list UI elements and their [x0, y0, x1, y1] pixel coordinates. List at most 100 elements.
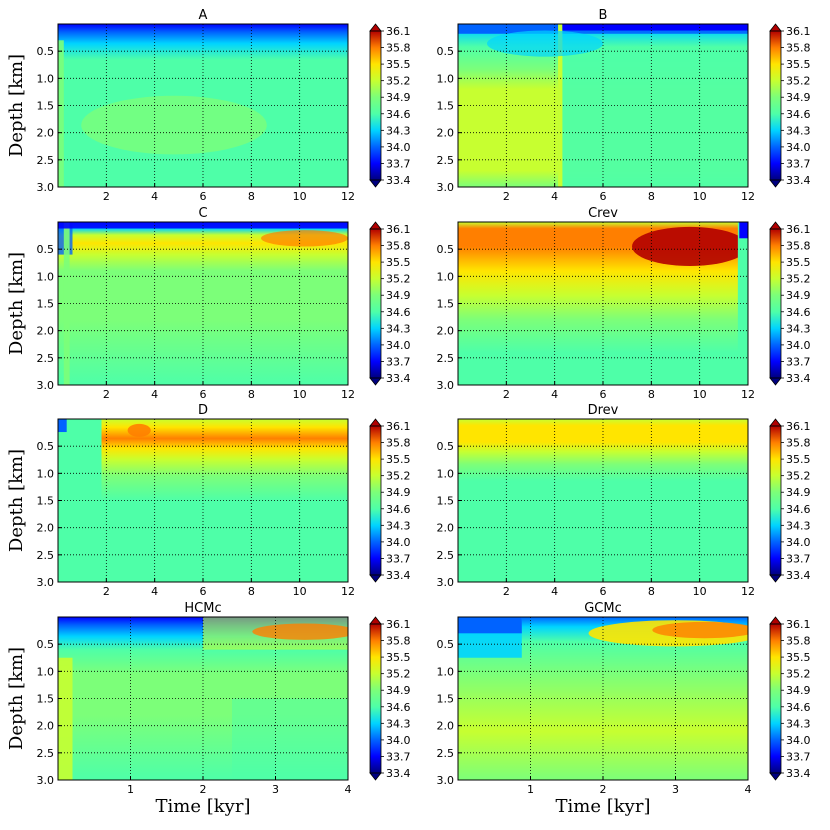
colorbar-frame — [369, 228, 382, 379]
colorbar-tick-label: 34.0 — [786, 734, 811, 747]
colorbar-tick-label: 34.9 — [386, 91, 411, 104]
colorbar-extend-bottom — [769, 574, 782, 583]
colorbar-tick-label: 35.8 — [386, 635, 411, 648]
x-tick-label: 10 — [293, 190, 307, 203]
colorbar-tick-label: 35.8 — [786, 437, 811, 450]
colorbar-tick-label: 35.8 — [786, 240, 811, 253]
colorbar-tick-label: 33.7 — [386, 157, 411, 170]
y-tick-label: 3.0 — [37, 576, 55, 589]
y-tick-label: 0.5 — [37, 440, 55, 453]
colorbar-extend-bottom — [769, 772, 782, 781]
colorbar-tick-label: 35.5 — [786, 651, 811, 664]
heatmap-patch — [58, 657, 73, 780]
colorbar: 36.1 35.8 35.5 35.2 34.9 34.6 34.3 34.0 33.7 33.4 — [369, 221, 411, 386]
heatmap-patch — [739, 222, 748, 239]
y-tick-label: 3.0 — [37, 774, 55, 787]
colorbar-tick-label: 33.4 — [786, 767, 811, 780]
y-tick-label: 1.0 — [37, 72, 55, 85]
y-tick-label: 3.0 — [437, 181, 455, 194]
colorbar: 36.1 35.8 35.5 35.2 34.9 34.6 34.3 34.0 33.7 33.4 — [369, 616, 411, 781]
x-tick-label: 8 — [648, 388, 655, 401]
x-tick-label: 6 — [600, 190, 607, 203]
panel-hcmc: HCMc 1 2 3 4 0.5 1.0 1.5 2.0 2.5 3.0 Depth [km] 36.1… — [6, 601, 411, 796]
xlabel-left: Time [kyr] — [156, 796, 251, 817]
x-tick-label: 6 — [200, 190, 207, 203]
colorbar-tick-label: 33.7 — [786, 750, 811, 763]
colorbar-frame — [369, 30, 382, 181]
x-tick-label: 4 — [151, 388, 158, 401]
x-tick-label: 4 — [551, 190, 558, 203]
colorbar-gradient — [370, 31, 381, 180]
y-tick-label: 1.0 — [437, 270, 455, 283]
x-tick-label: 12 — [341, 190, 355, 203]
colorbar-tick-label: 34.3 — [386, 717, 411, 730]
x-tick-label: 8 — [648, 190, 655, 203]
x-tick-label: 3 — [672, 783, 679, 796]
colorbar-tick-label: 34.9 — [786, 91, 811, 104]
colorbar-tick-label: 36.1 — [786, 618, 811, 631]
colorbar-tick-label: 34.6 — [786, 306, 811, 319]
colorbar-tick-label: 34.6 — [386, 108, 411, 121]
x-tick-label: 10 — [293, 585, 307, 598]
heatmap-patch — [58, 40, 64, 187]
colorbar-gradient — [770, 31, 781, 180]
colorbar-tick-label: 34.3 — [386, 124, 411, 137]
panel-b: B2 4 6 8 10 120.51.01.52.02.53.036.135.835.53… — [437, 8, 811, 203]
colorbar-tick-label: 34.0 — [786, 339, 811, 352]
colorbar-tick-label: 34.0 — [786, 536, 811, 549]
colorbar-tick-label: 35.5 — [786, 453, 811, 466]
colorbar-frame — [769, 623, 782, 774]
x-tick-label: 2 — [103, 388, 110, 401]
y-tick-label: 1.0 — [437, 72, 455, 85]
colorbar-tick-label: 35.2 — [386, 470, 411, 483]
x-tick-label: 8 — [248, 190, 255, 203]
y-tick-label: 3.0 — [437, 379, 455, 392]
colorbar: 36.1 35.8 35.5 35.2 34.9 34.6 34.3 34.0 33.7 33.4 — [769, 616, 811, 781]
y-tick-label: 3.0 — [437, 576, 455, 589]
colorbar-tick-label: 34.6 — [386, 503, 411, 516]
panel-drev: Drev 2 4 6 8 10 12 0.5 1.0 1.5 2.0 2.5 3.0 36.1 35.8 35… — [437, 403, 811, 598]
y-tick-label: 2.5 — [37, 154, 55, 167]
panel-crev: Crev 2 4 6 8 10 12 0.5 1.0 1.5 2.0 2.5 3.0 36.1 35.8 35… — [437, 206, 811, 401]
colorbar: 36.1 35.8 35.5 35.2 34.9 34.6 34.3 34.0 33.7 33.4 — [369, 23, 411, 188]
colorbar-tick-label: 34.3 — [786, 322, 811, 335]
colorbar-extend-bottom — [369, 772, 382, 781]
colorbar-tick-label: 34.9 — [786, 289, 811, 302]
y-tick-label: 2.5 — [37, 549, 55, 562]
colorbar-frame — [369, 623, 382, 774]
y-tick-label: 1.0 — [437, 467, 455, 480]
y-tick-label: 0.5 — [37, 45, 55, 58]
panel-d: D 2 4 6 8 10 12 0.5 1.0 1.5 2.0 2.5 3.0 Depth [km] 36.… — [6, 403, 411, 598]
panel-title: C — [198, 206, 207, 221]
colorbar-tick-label: 34.9 — [386, 486, 411, 499]
colorbar-extend-top — [369, 418, 382, 427]
y-tick-label: 1.5 — [37, 693, 55, 706]
x-tick-label: 2 — [503, 585, 510, 598]
heatmap-patch — [458, 24, 559, 34]
colorbar-tick-label: 34.3 — [386, 519, 411, 532]
x-tick-label: 2 — [200, 783, 207, 796]
colorbar-tick-label: 36.1 — [386, 25, 411, 38]
colorbar-tick-label: 35.5 — [786, 256, 811, 269]
colorbar: 36.1 35.8 35.5 35.2 34.9 34.6 34.3 34.0 33.7 33.4 — [769, 221, 811, 386]
colorbar-tick-label: 34.0 — [386, 141, 411, 154]
colorbar-tick-label: 34.6 — [386, 701, 411, 714]
heatmap-patch — [58, 419, 67, 433]
colorbar-tick-label: 34.6 — [786, 701, 811, 714]
colorbar-extend-bottom — [369, 574, 382, 583]
colorbar-tick-label: 33.4 — [386, 569, 411, 582]
panel-title: Drev — [588, 403, 619, 418]
colorbar-tick-label: 35.5 — [386, 453, 411, 466]
x-tick-label: 6 — [600, 585, 607, 598]
colorbar-tick-label: 35.2 — [786, 470, 811, 483]
heatmap-patch — [261, 230, 348, 247]
colorbar-tick-label: 36.1 — [386, 618, 411, 631]
colorbar-tick-label: 36.1 — [786, 420, 811, 433]
y-tick-label: 2.5 — [437, 747, 455, 760]
y-tick-label: 0.5 — [437, 440, 455, 453]
colorbar-extend-top — [769, 221, 782, 230]
colorbar-extend-bottom — [369, 179, 382, 188]
panel-c: C 2 4 6 8 10 12 0.5 1.0 1.5 2.0 2.5 3.0 Depth [km] 36.… — [6, 206, 411, 401]
x-tick-label: 4 — [745, 783, 752, 796]
colorbar-tick-label: 34.3 — [386, 322, 411, 335]
